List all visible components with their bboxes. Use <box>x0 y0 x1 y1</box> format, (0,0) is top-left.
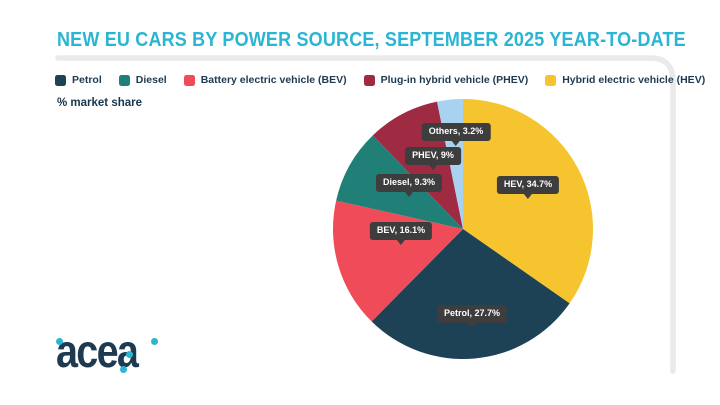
legend-swatch-bev <box>183 74 195 86</box>
market-share-unit-label: % market share <box>57 97 143 109</box>
logo-accent-dot <box>56 338 63 345</box>
legend-item-petrol: Petrol <box>55 74 102 86</box>
legend-item-hev: Hybrid electric vehicle (HEV) <box>545 74 705 86</box>
slice-label-hev: HEV, 34.7% <box>496 176 560 194</box>
legend-label-petrol: Petrol <box>72 74 102 86</box>
logo-accent-dot <box>151 338 158 345</box>
legend-swatch-phev <box>363 74 375 86</box>
acea-logo: acea <box>56 328 176 384</box>
pie-slice-hev <box>463 99 593 304</box>
legend-swatch-diesel <box>118 74 130 86</box>
logo-accent-dot <box>126 351 133 358</box>
legend-label-diesel: Diesel <box>135 74 167 86</box>
pie-chart: HEV, 34.7% Petrol, 27.7% BEV, 16.1% Diesel,… <box>323 89 603 369</box>
pie-slice-petrol <box>371 229 570 359</box>
slice-label-phev: PHEV, 9% <box>405 147 461 165</box>
legend-item-phev: Plug-in hybrid vehicle (PHEV) <box>363 74 529 86</box>
legend-item-diesel: Diesel <box>118 74 167 86</box>
acea-logo-text: acea <box>56 325 139 377</box>
legend-item-bev: Battery electric vehicle (BEV) <box>183 74 347 86</box>
logo-accent-dot <box>120 366 127 373</box>
chart-legend: Petrol Diesel Battery electric vehicle (BE… <box>55 74 720 86</box>
legend-label-bev: Battery electric vehicle (BEV) <box>200 74 347 86</box>
slice-label-others: Others, 3.2% <box>421 123 491 141</box>
slice-label-diesel: Diesel, 9.3% <box>375 174 443 192</box>
slice-label-petrol: Petrol, 27.7% <box>436 305 508 323</box>
slice-label-bev: BEV, 16.1% <box>369 222 433 240</box>
legend-swatch-hev <box>545 74 557 86</box>
legend-swatch-petrol <box>55 74 66 86</box>
chart-title: NEW EU CARS BY POWER SOURCE, SEPTEMBER 2… <box>57 29 686 51</box>
legend-label-hev: Hybrid electric vehicle (HEV) <box>562 74 706 86</box>
legend-label-phev: Plug-in hybrid vehicle (PHEV) <box>380 74 529 86</box>
